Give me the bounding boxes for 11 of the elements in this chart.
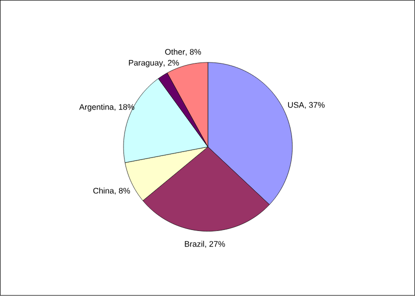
data-label: , 8% xyxy=(186,49,201,56)
slice-label: Other xyxy=(165,48,185,55)
slice-label: Brazil xyxy=(184,241,204,248)
data-label: , 8% xyxy=(114,188,130,195)
slice-label: Paraguay xyxy=(128,60,163,68)
data-label: , 2% xyxy=(164,60,179,67)
slice-label: USA xyxy=(288,102,304,108)
data-label: , 37% xyxy=(304,102,325,109)
data-label: , 27% xyxy=(205,241,225,248)
slice-label: Argentina xyxy=(79,104,114,112)
slice-label: China xyxy=(93,188,114,194)
